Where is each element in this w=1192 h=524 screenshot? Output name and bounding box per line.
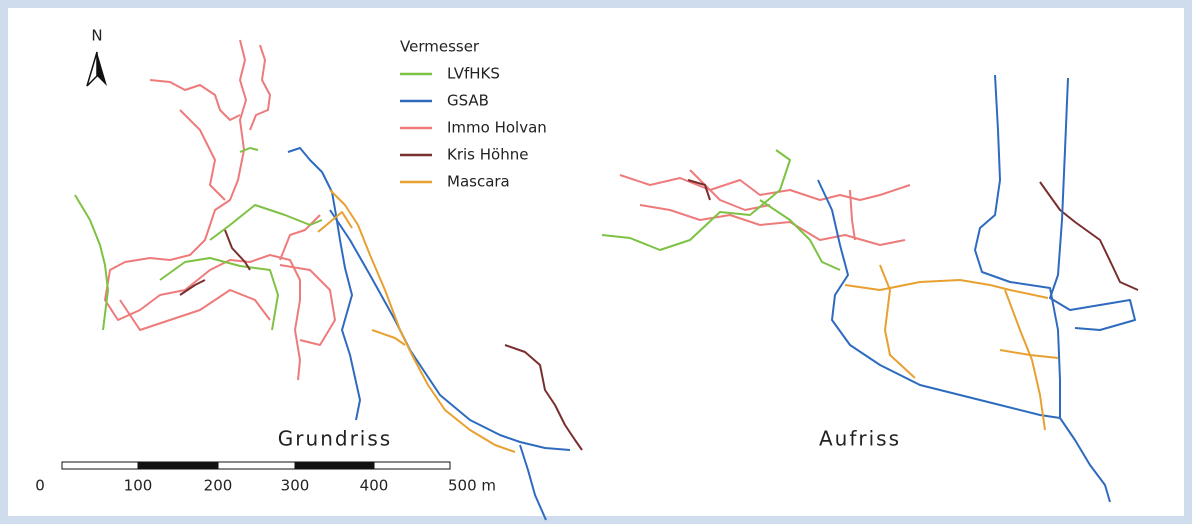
scale-label: 0 bbox=[35, 477, 45, 495]
view-label: Aufriss bbox=[819, 427, 901, 451]
view-label: Grundriss bbox=[278, 427, 392, 451]
legend-label: Mascara bbox=[447, 173, 510, 191]
scale-label: 100 bbox=[124, 477, 153, 495]
legend-title: Vermesser bbox=[400, 38, 480, 56]
legend-label: Kris Höhne bbox=[447, 146, 528, 164]
scale-label: 200 bbox=[204, 477, 233, 495]
legend-label: Immo Holvan bbox=[447, 119, 547, 137]
figure: N Vermesser LVfHKS GSAB Immo Holvan Kris Hö… bbox=[0, 0, 1192, 524]
scale-bar bbox=[62, 462, 450, 469]
legend-label: LVfHKS bbox=[447, 65, 500, 83]
scale-label: 300 bbox=[281, 477, 310, 495]
scale-label: 500 m bbox=[448, 477, 496, 495]
scale-label: 400 bbox=[360, 477, 389, 495]
north-label: N bbox=[91, 27, 102, 45]
legend-label: GSAB bbox=[447, 92, 489, 110]
